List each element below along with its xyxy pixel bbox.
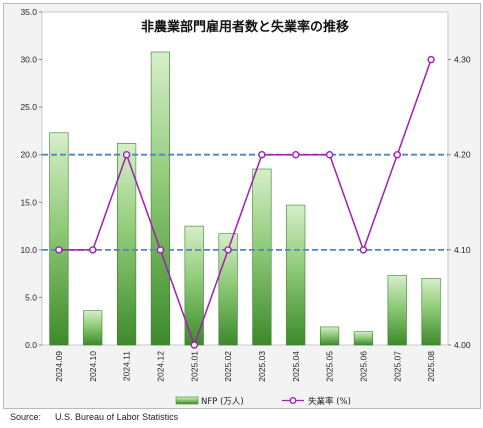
unemployment-point-2024.11	[122, 150, 131, 159]
unemployment-point-2025.04	[292, 150, 300, 159]
y-left-tick-label: 10.0	[20, 245, 37, 255]
bar-2025.04	[286, 204, 306, 346]
legend-label-unemployment: 失業率 (%)	[308, 396, 351, 407]
unemployment-point-2025.05	[325, 150, 334, 159]
unemployment-point-2025.02	[224, 246, 232, 254]
unemployment-point-2025.03	[258, 150, 266, 159]
x-tick-label: 2025.02	[223, 351, 233, 382]
y-right-tick-label: 4.30	[454, 55, 471, 65]
y-left-tick-label: 30.0	[20, 55, 37, 65]
legend-label-nfp: NFP (万人)	[201, 397, 244, 407]
y-left-tick-label: 35.0	[20, 7, 37, 17]
unemployment-point-2024.09	[55, 246, 63, 254]
x-tick-label: 2025.06	[358, 351, 368, 382]
x-tick-label: 2024.11	[122, 351, 132, 381]
x-tick-label: 2024.12	[155, 351, 165, 382]
x-tick-label: 2025.07	[392, 351, 402, 382]
chart-title: 非農業部門雇用者数と失業率の推移	[141, 19, 349, 35]
unemployment-point-2025.01	[190, 341, 199, 349]
y-right-tick-label: 4.00	[454, 340, 471, 350]
unemployment-point-2025.07	[393, 150, 401, 159]
x-tick-label: 2025.03	[257, 351, 267, 382]
x-tick-label: 2025.01	[189, 351, 199, 382]
bar-2025.05	[319, 326, 340, 346]
x-tick-label: 2024.10	[88, 351, 98, 382]
legend: NFP (万人) 失業率 (%)	[175, 396, 351, 407]
legend-marker-unemployment	[289, 397, 297, 404]
y-left-tick-label: 25.0	[20, 102, 37, 112]
source-text: U.S. Bureau of Labor Statistics	[55, 412, 179, 422]
y-right-tick-label: 4.10	[454, 245, 471, 255]
y-right-tick-label: 4.20	[454, 150, 471, 160]
combo-chart: 0.0 5.0 10.0 15.0 20.0 25.0 30.0 35.0 4.00 4.10 4…	[20, 7, 471, 407]
bar-2024.11	[117, 143, 137, 346]
unemployment-point-2024.12	[156, 246, 165, 254]
y-left-tick-label: 15.0	[20, 197, 37, 207]
bar-2025.08	[421, 278, 441, 346]
y-left-tick-label: 20.0	[20, 150, 37, 160]
y-left-tick-label: 0.0	[25, 340, 37, 350]
unemployment-line	[58, 59, 432, 348]
x-tick-label: 2025.04	[291, 351, 301, 382]
x-tick-label: 2024.09	[54, 351, 64, 382]
bar-2024.12	[150, 51, 171, 346]
legend-swatch-nfp	[175, 396, 199, 405]
chart-frame: 0.0 5.0 10.0 15.0 20.0 25.0 30.0 35.0 4.00 4.10 4…	[3, 3, 481, 409]
y-left-tick-label: 5.0	[25, 292, 37, 302]
bar-2025.03	[252, 168, 272, 346]
source-label: Source:	[10, 412, 42, 422]
bar-2024.10	[83, 310, 103, 346]
bar-2025.06	[353, 331, 374, 346]
bar-2025.07	[387, 275, 407, 346]
source-note: Source: U.S. Bureau of Labor Statistics	[10, 412, 192, 422]
x-tick-label: 2025.05	[325, 351, 335, 382]
unemployment-point-2025.08	[427, 55, 435, 64]
unemployment-point-2025.06	[359, 246, 368, 254]
plot-area	[41, 11, 449, 346]
unemployment-point-2024.10	[89, 246, 97, 254]
bar-2024.09	[49, 132, 69, 346]
x-tick-label: 2025.08	[426, 351, 436, 382]
